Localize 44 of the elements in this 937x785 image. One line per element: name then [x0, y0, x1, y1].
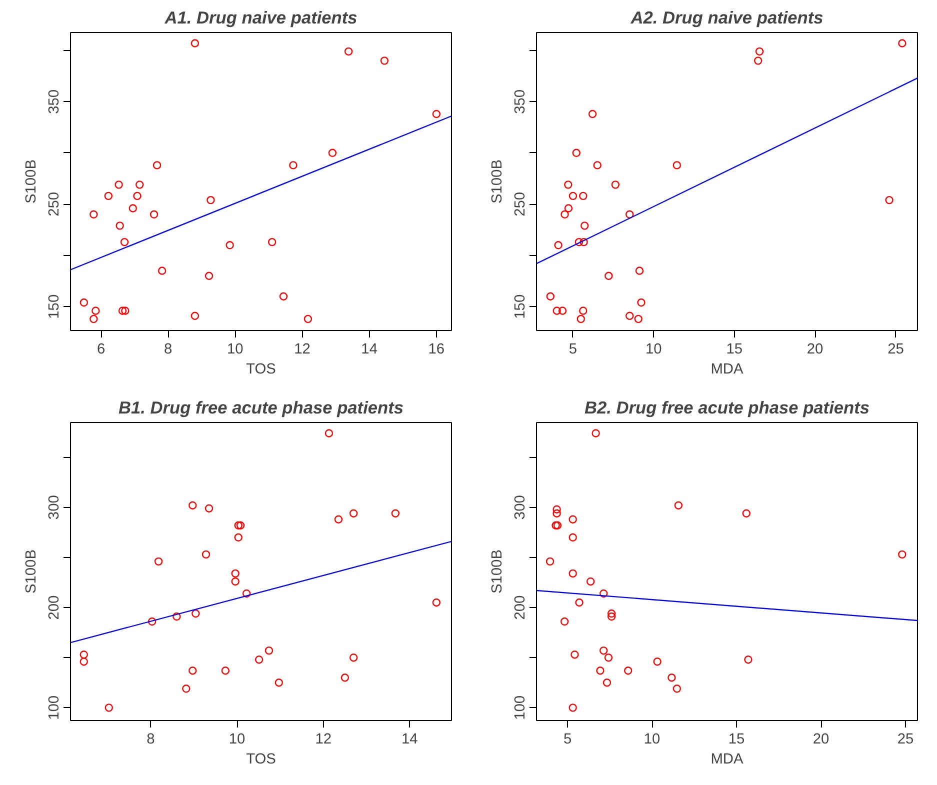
x-axis-title: MDA — [710, 752, 744, 768]
y-tick-label: 150 — [46, 294, 62, 319]
y-tick-label: 250 — [46, 192, 62, 216]
y-tick-label: 200 — [46, 595, 62, 620]
x-tick-label: 25 — [897, 732, 914, 748]
y-tick-label: 300 — [46, 495, 62, 520]
x-tick-label: 20 — [806, 342, 824, 358]
x-tick-label: 10 — [646, 342, 662, 358]
y-tick-label: 250 — [512, 192, 528, 216]
x-tick-label: 5 — [564, 732, 572, 748]
x-tick-label: 5 — [568, 342, 578, 358]
x-tick-label: 8 — [146, 732, 155, 748]
y-tick-label: 100 — [46, 695, 62, 720]
chart-title: A1. Drug naive patients — [164, 8, 358, 28]
y-axis-title: S100B — [490, 159, 506, 204]
y-tick-label: 100 — [512, 695, 528, 720]
y-tick-label: 350 — [512, 89, 528, 114]
y-axis-title: S100B — [490, 549, 506, 594]
y-axis-title: S100B — [24, 549, 40, 594]
x-tick-label: 15 — [728, 732, 745, 748]
x-tick-label: 10 — [644, 732, 660, 748]
x-tick-label: 12 — [315, 732, 332, 748]
x-axis-title: TOS — [246, 752, 276, 768]
chart-title: B2. Drug free acute phase patients — [584, 398, 870, 418]
x-tick-label: 8 — [164, 342, 172, 358]
x-tick-label: 15 — [726, 342, 743, 358]
y-tick-label: 300 — [512, 495, 528, 520]
x-tick-label: 20 — [812, 732, 830, 748]
chart-title: A2. Drug naive patients — [630, 8, 824, 28]
y-axis-title: S100B — [24, 159, 40, 204]
x-axis-title: TOS — [246, 362, 276, 378]
y-tick-label: 150 — [512, 294, 528, 319]
x-tick-label: 14 — [401, 732, 418, 748]
x-tick-label: 10 — [227, 342, 244, 358]
x-tick-label: 14 — [361, 342, 378, 358]
x-tick-label: 6 — [96, 342, 106, 358]
x-tick-label: 12 — [294, 342, 310, 358]
y-tick-label: 350 — [46, 89, 62, 114]
y-tick-label: 200 — [512, 595, 528, 620]
x-tick-label: 16 — [428, 342, 445, 358]
x-tick-label: 10 — [228, 732, 246, 748]
x-axis-title: MDA — [710, 362, 744, 378]
chart-title: B1. Drug free acute phase patients — [118, 398, 404, 418]
x-tick-label: 25 — [888, 342, 904, 358]
